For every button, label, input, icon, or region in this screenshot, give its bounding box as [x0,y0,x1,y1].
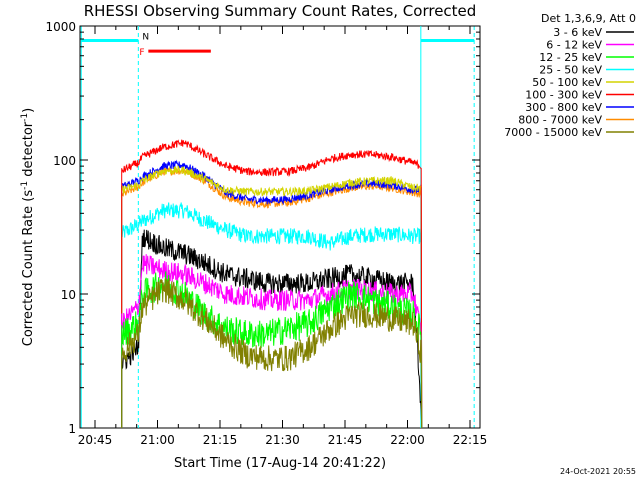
y-axis-label: Corrected Count Rate (s-1 detector-1) [20,108,36,346]
series-line-0 [121,229,423,429]
legend-label-8: 7000 - 15000 keV [504,126,602,139]
x-axis-label: Start Time (17-Aug-14 20:41:22) [174,456,386,471]
series-line-8 [121,278,423,429]
series-line-3 [121,202,423,429]
x-tick-label-2: 21:15 [203,433,238,447]
y-tick-label-1: 10 [61,288,76,302]
annotation-layer: NF [81,32,475,58]
x-tick-label-6: 22:15 [453,433,488,447]
legend-label-3: 25 - 50 keV [539,64,602,77]
y-tick-label-0: 1 [68,422,76,436]
annotation-label-f: F [139,48,144,58]
legend-label-1: 6 - 12 keV [546,39,602,52]
x-tick-label-1: 21:00 [140,433,175,447]
y-axis-label-exp2: -1 [20,113,30,122]
x-tick-label-3: 21:30 [265,433,300,447]
series-line-4 [121,164,423,429]
y-tick-label-3: 1000 [45,20,76,34]
y-tick-label-2: 100 [53,154,76,168]
legend-label-0: 3 - 6 keV [553,26,602,39]
annotation-label-n: N [142,32,149,42]
footer-date: 24-Oct-2021 20:55 [560,467,636,476]
series-line-6 [121,159,423,429]
legend-label-4: 50 - 100 keV [532,76,602,89]
y-axis-label-exp1: -1 [20,181,30,190]
legend-label-6: 300 - 800 keV [525,101,602,114]
y-axis-label-main: Corrected Count Rate (s [21,190,36,347]
series-line-5 [121,139,423,429]
legend-title: Det 1,3,6,9, Att 0 [541,12,636,25]
legend-label-7: 800 - 7000 keV [518,114,602,127]
x-axis: 20:45 21:00 21:15 21:30 21:45 22:00 22:15 [78,26,488,447]
legend-label-2: 12 - 25 keV [539,51,602,64]
y-axis-label-end: ) [21,108,36,113]
x-tick-label-5: 22:00 [390,433,425,447]
y-axis-label-mid: detector [21,121,36,181]
x-tick-label-4: 21:45 [328,433,363,447]
plot-frame [79,25,481,429]
legend-label-5: 100 - 300 keV [525,89,602,102]
y-axis: 1 10 100 1000 [45,20,480,436]
chart-title: RHESSI Observing Summary Count Rates, Co… [84,2,477,20]
series-layer [121,139,423,429]
x-tick-label-0: 20:45 [78,433,113,447]
